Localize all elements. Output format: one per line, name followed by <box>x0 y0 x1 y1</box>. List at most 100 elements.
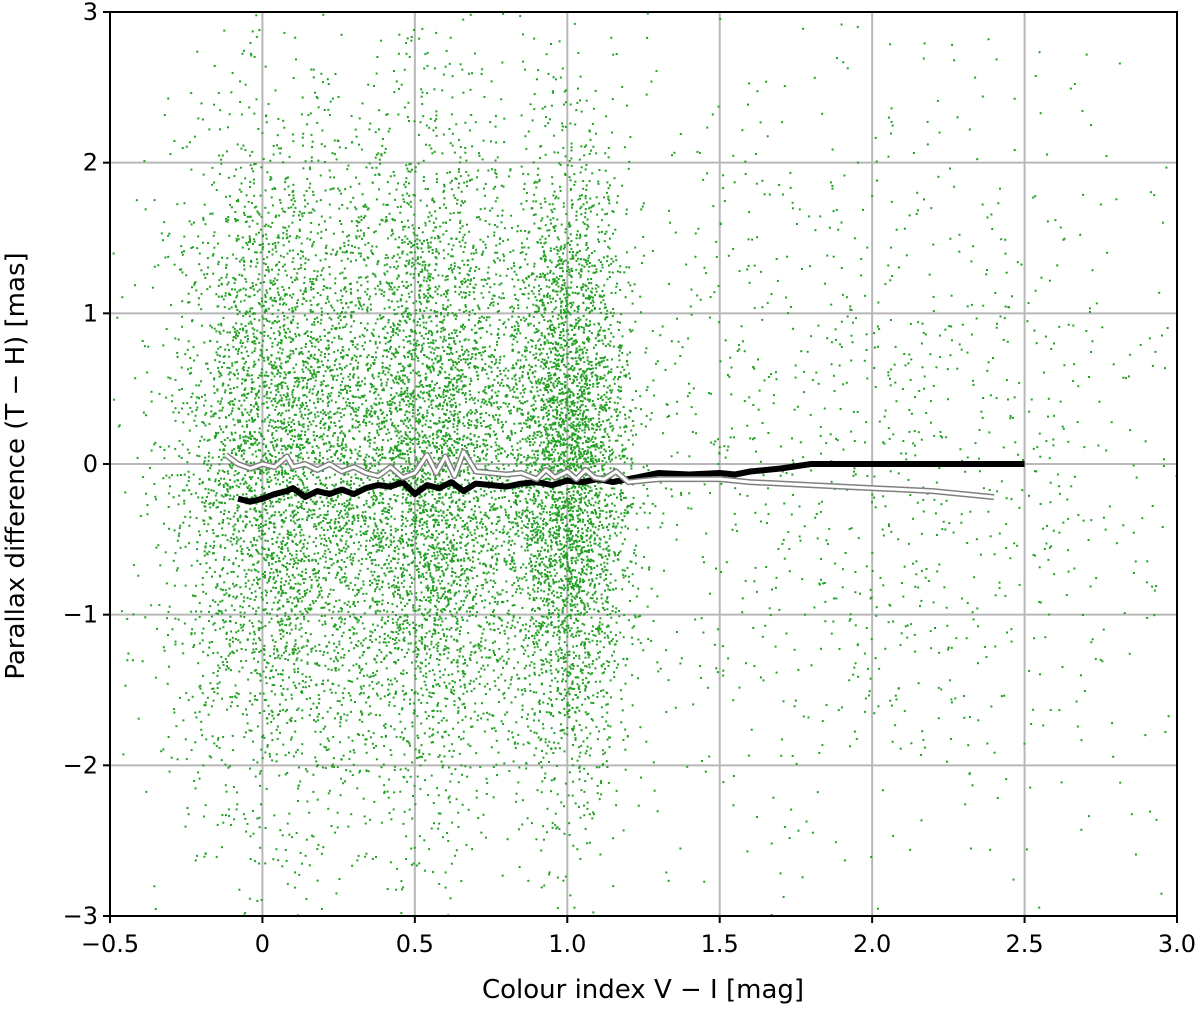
scatter-point <box>325 385 328 388</box>
scatter-point <box>317 159 320 162</box>
scatter-point <box>336 628 339 631</box>
scatter-point <box>261 420 264 423</box>
scatter-point <box>298 210 301 213</box>
scatter-point <box>376 532 379 535</box>
scatter-point <box>313 509 316 512</box>
scatter-point <box>325 513 328 516</box>
scatter-point <box>317 694 320 697</box>
scatter-point <box>276 614 279 617</box>
scatter-point <box>356 600 359 603</box>
scatter-point <box>215 492 218 495</box>
scatter-point <box>236 419 239 422</box>
scatter-point <box>243 299 246 302</box>
scatter-point <box>267 460 269 463</box>
scatter-point <box>234 621 237 624</box>
scatter-point <box>178 455 181 458</box>
scatter-point <box>343 287 346 290</box>
scatter-point <box>351 626 354 629</box>
scatter-point <box>215 351 218 354</box>
scatter-point <box>203 438 206 441</box>
scatter-point <box>195 409 198 411</box>
scatter-point <box>398 362 400 365</box>
scatter-point <box>358 221 361 224</box>
scatter-point <box>272 717 275 720</box>
scatter-point <box>313 373 316 376</box>
scatter-point <box>431 252 434 254</box>
scatter-point <box>249 307 252 310</box>
scatter-point <box>362 232 365 235</box>
scatter-point <box>250 54 253 57</box>
scatter-point <box>485 439 488 442</box>
scatter-point <box>483 606 486 609</box>
scatter-point <box>279 731 281 734</box>
scatter-point <box>402 620 405 623</box>
scatter-point <box>221 534 224 536</box>
scatter-point <box>210 756 213 759</box>
scatter-point <box>344 543 347 546</box>
scatter-point <box>381 219 384 222</box>
scatter-point <box>202 627 205 630</box>
scatter-point <box>352 763 355 766</box>
scatter-point <box>251 555 254 558</box>
scatter-point <box>229 465 232 468</box>
scatter-point <box>278 560 281 563</box>
scatter-point <box>239 623 242 626</box>
scatter-point <box>358 666 361 669</box>
scatter-point <box>302 473 305 476</box>
scatter-point <box>253 489 256 492</box>
scatter-point <box>308 357 311 360</box>
scatter-point <box>350 710 352 713</box>
scatter-point <box>300 613 303 616</box>
scatter-point <box>168 476 171 479</box>
scatter-point <box>468 366 471 369</box>
scatter-point <box>218 417 221 419</box>
scatter-point <box>421 231 424 234</box>
scatter-point <box>265 523 267 526</box>
scatter-point <box>428 529 430 532</box>
scatter-point <box>234 361 237 364</box>
scatter-point <box>248 315 251 318</box>
scatter-point <box>442 547 445 550</box>
scatter-point <box>330 318 333 321</box>
scatter-point <box>372 538 374 541</box>
scatter-point <box>237 629 240 632</box>
scatter-point <box>273 297 276 299</box>
scatter-point <box>284 612 287 615</box>
scatter-point <box>284 469 287 472</box>
scatter-point <box>408 402 411 405</box>
scatter-point <box>345 290 348 293</box>
scatter-point <box>403 698 406 701</box>
scatter-point <box>336 443 339 445</box>
scatter-point <box>235 369 238 372</box>
scatter-point <box>505 661 508 664</box>
scatter-point <box>261 736 264 738</box>
scatter-point <box>243 389 246 391</box>
scatter-point <box>290 426 293 428</box>
scatter-point <box>219 546 222 549</box>
scatter-point <box>412 604 415 607</box>
scatter-point <box>269 655 272 657</box>
scatter-point <box>155 546 158 549</box>
scatter-point <box>256 550 259 553</box>
scatter-point <box>339 794 342 797</box>
scatter-point <box>185 692 188 695</box>
scatter-point <box>326 402 329 405</box>
scatter-point <box>283 335 286 338</box>
scatter-point <box>298 524 301 526</box>
scatter-point <box>302 483 305 486</box>
scatter-point <box>274 408 277 411</box>
scatter-point <box>279 514 282 517</box>
scatter-point <box>222 443 225 446</box>
scatter-point <box>394 430 397 433</box>
scatter-point <box>240 552 243 555</box>
scatter-point <box>327 332 330 335</box>
scatter-point <box>281 427 284 430</box>
scatter-point <box>277 500 279 503</box>
scatter-point <box>329 100 332 103</box>
scatter-point <box>241 548 244 551</box>
scatter-point <box>285 303 288 306</box>
scatter-point <box>426 365 428 368</box>
scatter-point <box>240 593 243 596</box>
scatter-point <box>246 487 249 489</box>
scatter-point <box>340 372 343 375</box>
